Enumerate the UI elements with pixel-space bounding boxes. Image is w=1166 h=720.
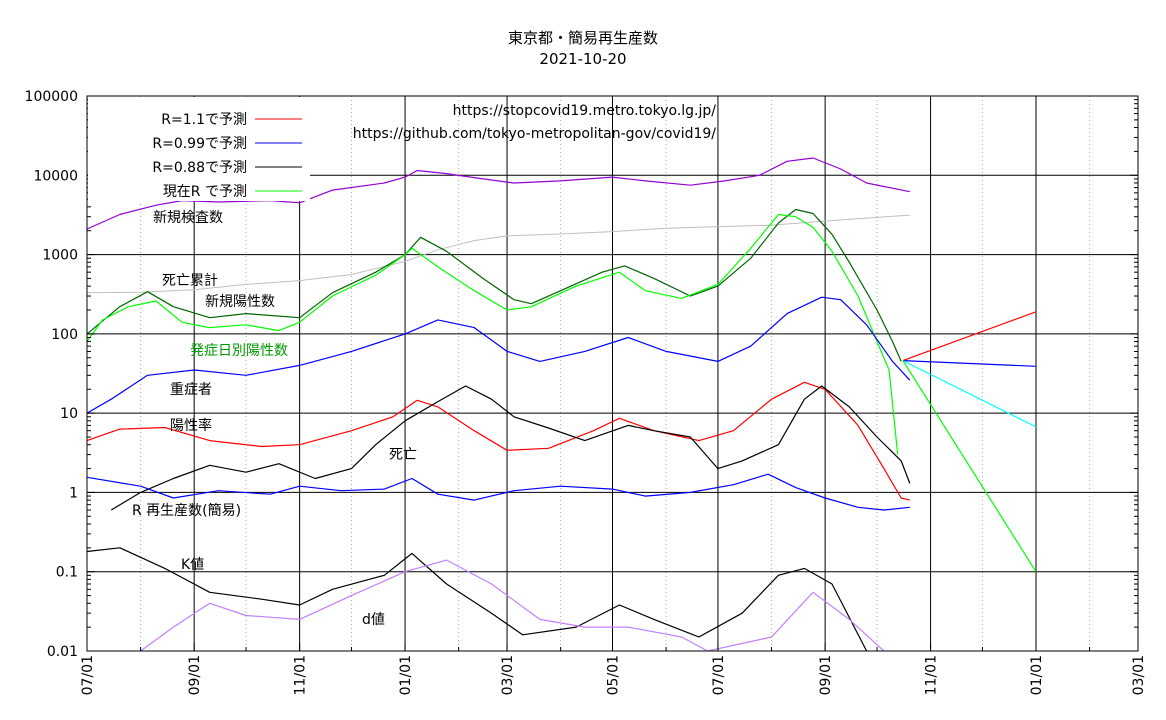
series-line-r_value xyxy=(86,473,910,511)
series-line-onset xyxy=(86,213,899,455)
x-tick-label: 05/01 xyxy=(606,655,622,695)
legend-label-r088: R=0.88で予測 xyxy=(152,160,247,176)
label-onset: 発症日別陽性数 xyxy=(190,343,288,359)
series-line-deaths xyxy=(110,385,911,511)
y-tick-label: 100000 xyxy=(25,89,78,105)
label-d-value: d値 xyxy=(362,612,385,628)
x-tick-label: 01/01 xyxy=(398,655,414,695)
y-tick-label: 1 xyxy=(69,485,78,501)
series-line-new_pos xyxy=(86,208,902,362)
y-tick-label: 100 xyxy=(51,327,78,343)
y-tick-label: 0.1 xyxy=(56,565,78,581)
label-severe: 重症者 xyxy=(170,382,212,398)
source-url-1: https://stopcovid19.metro.tokyo.lg.jp/ xyxy=(453,103,717,119)
label-pos-rate: 陽性率 xyxy=(170,417,212,434)
series-line-cum_deaths xyxy=(86,214,910,294)
legend: R=1.1で予測 R=0.99で予測 R=0.88で予測 現在R で予測 xyxy=(88,97,310,201)
label-new-pos: 新規陽性数 xyxy=(205,294,275,310)
y-tick-label: 0.01 xyxy=(47,644,78,660)
x-tick-label: 11/01 xyxy=(293,655,309,695)
chart-title: 東京都・簡易再生産数 xyxy=(507,29,658,47)
label-layer: 07/01 09/01 11/01 01/01 03/01 05/01 07/01 09/01… xyxy=(25,89,1147,695)
y-tick-label: 1000 xyxy=(42,248,78,264)
x-tick-label: 07/01 xyxy=(80,655,96,695)
legend-background xyxy=(88,97,310,201)
legend-label-current: 現在R で予測 xyxy=(163,184,247,200)
label-tests: 新規検査数 xyxy=(153,210,223,226)
x-tick-label: 07/01 xyxy=(711,655,727,695)
label-deaths: 死亡 xyxy=(389,447,417,463)
x-tick-label: 01/01 xyxy=(1029,655,1045,695)
series-line-pred_cyan xyxy=(902,360,1037,428)
chart-subtitle: 2021-10-20 xyxy=(539,50,627,68)
series-layer xyxy=(86,157,1037,652)
x-tick-label: 09/01 xyxy=(187,655,203,695)
source-url-2: https://github.com/tokyo-metropolitan-go… xyxy=(353,126,717,142)
y-tick-label: 10 xyxy=(60,406,78,422)
label-k-value: K値 xyxy=(181,557,204,573)
legend-label-r099: R=0.99で予測 xyxy=(152,136,247,152)
series-line-pred_r099 xyxy=(902,360,1037,367)
x-tick-label: 11/01 xyxy=(924,655,940,695)
series-line-d_value xyxy=(140,559,885,652)
series-line-pred_r11 xyxy=(902,311,1037,362)
series-line-severe xyxy=(86,296,911,414)
label-cum-deaths: 死亡累計 xyxy=(162,273,218,289)
series-line-pred_cur xyxy=(902,360,1037,573)
series-line-tests xyxy=(86,157,910,230)
x-tick-label: 09/01 xyxy=(818,655,834,695)
y-tick-label: 10000 xyxy=(33,168,78,184)
label-r-value: R 再生産数(簡易) xyxy=(132,503,241,519)
legend-label-r11: R=1.1で予測 xyxy=(161,112,247,128)
x-tick-label: 03/01 xyxy=(500,655,516,695)
series-line-k_value xyxy=(86,547,868,652)
x-tick-label: 03/01 xyxy=(1131,655,1147,695)
